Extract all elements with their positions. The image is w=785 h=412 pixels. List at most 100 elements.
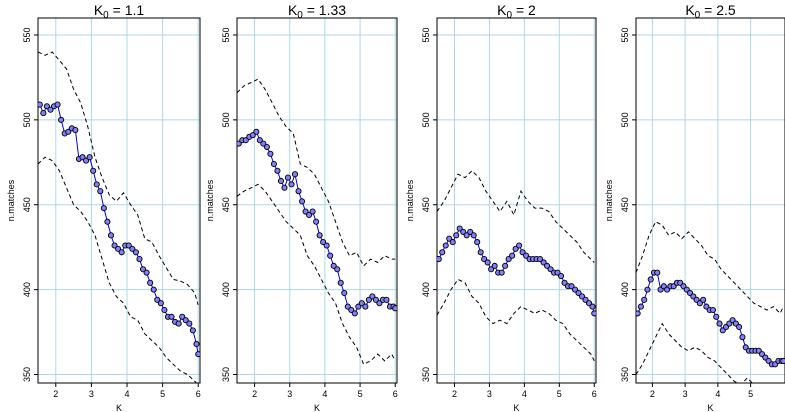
lower-band-line: [437, 278, 595, 362]
x-tick-label: 2: [452, 389, 457, 399]
x-tick-label: 2: [252, 389, 257, 399]
data-point: [736, 323, 743, 331]
x-tick-label: 4: [522, 389, 527, 399]
data-point: [161, 306, 168, 314]
data-point: [453, 232, 460, 239]
data-point: [242, 137, 249, 144]
data-point: [83, 157, 90, 164]
data-point: [129, 245, 136, 252]
data-point: [372, 296, 379, 303]
data-point: [437, 256, 442, 263]
data-point: [439, 249, 446, 256]
data-point: [195, 351, 200, 358]
panel-1: 2 3 4 5 6 350 400 450 500 550 Kn.matches K0 = 1.1: [6, 2, 201, 412]
y-tick-label: 450: [221, 197, 231, 212]
grid: [38, 18, 200, 383]
data-area: [38, 51, 200, 383]
data-point: [334, 266, 341, 273]
data-point: [344, 303, 351, 310]
data-point: [111, 242, 118, 249]
data-point: [477, 249, 484, 256]
median-line: [438, 227, 595, 314]
data-area: [636, 221, 785, 383]
data-point: [277, 177, 285, 185]
plot-frame: [436, 17, 597, 384]
x-axis-label: K: [707, 403, 713, 412]
data-point: [136, 256, 143, 263]
data-point: [641, 296, 648, 303]
data-point: [193, 340, 200, 348]
x-tick-label: 5: [748, 389, 753, 399]
upper-band-line: [38, 51, 199, 306]
data-point: [330, 262, 337, 269]
data-point: [302, 208, 309, 215]
data-point: [79, 154, 86, 161]
x-tick-label: 5: [160, 389, 165, 399]
grid: [437, 18, 596, 383]
data-point: [147, 279, 154, 286]
y-tick-label: 350: [22, 367, 32, 382]
lower-band-line: [636, 322, 753, 383]
data-point: [104, 218, 111, 225]
y-axis-label: n.matches: [6, 179, 16, 221]
data-point: [270, 160, 277, 168]
y-tick-label: 350: [421, 367, 431, 382]
data-point: [591, 310, 596, 317]
data-point: [713, 313, 720, 320]
x-tick-label: 2: [650, 389, 655, 399]
data-point: [253, 128, 260, 135]
data-point: [284, 174, 292, 181]
data-point: [362, 303, 369, 310]
x-tick-label: 2: [53, 389, 58, 399]
data-point: [47, 106, 54, 113]
data-point: [182, 317, 189, 324]
data-point: [316, 232, 323, 239]
data-point: [125, 242, 132, 249]
data-point: [175, 320, 182, 327]
data-point: [295, 188, 302, 195]
data-point: [337, 279, 344, 286]
data-point: [313, 218, 320, 225]
data-area: [437, 170, 596, 362]
plot-frame: [236, 17, 398, 384]
y-tick-label: 400: [421, 282, 431, 297]
data-point: [72, 126, 79, 134]
data-point: [154, 296, 161, 303]
y-tick-label: 350: [221, 367, 231, 382]
upper-band-line: [636, 221, 784, 315]
data-point: [327, 252, 334, 259]
data-point: [58, 116, 65, 123]
data-point: [263, 143, 270, 151]
data-point: [320, 239, 327, 246]
x-tick-label: 3: [89, 389, 94, 399]
data-point: [365, 296, 372, 303]
grid: [237, 18, 397, 383]
data-point: [150, 286, 157, 293]
data-point: [288, 181, 295, 188]
chart-title: K0 = 2: [497, 2, 536, 21]
data-point: [502, 262, 509, 269]
y-tick-label: 500: [421, 112, 431, 127]
x-tick-label: 4: [125, 389, 130, 399]
chart-title: K0 = 1.33: [288, 2, 346, 21]
chart-title: K0 = 2.5: [685, 2, 736, 21]
data-point: [267, 150, 274, 157]
y-tick-label: 400: [620, 282, 630, 297]
upper-band-line: [437, 170, 595, 263]
data-point: [260, 140, 267, 147]
data-point: [90, 167, 97, 174]
data-point: [186, 320, 193, 327]
data-point: [739, 334, 746, 341]
lower-band-line: [38, 156, 198, 383]
y-tick-label: 350: [620, 367, 630, 382]
x-tick-label: 4: [322, 389, 327, 399]
x-axis-label: K: [116, 403, 122, 412]
y-tick-label: 500: [620, 112, 630, 127]
data-point: [442, 242, 449, 249]
data-point: [558, 272, 565, 280]
data-point: [470, 232, 477, 239]
y-axis-label: n.matches: [405, 179, 415, 221]
data-point: [274, 167, 281, 174]
x-tick-label: 5: [358, 389, 363, 399]
x-tick-label: 5: [557, 389, 562, 399]
